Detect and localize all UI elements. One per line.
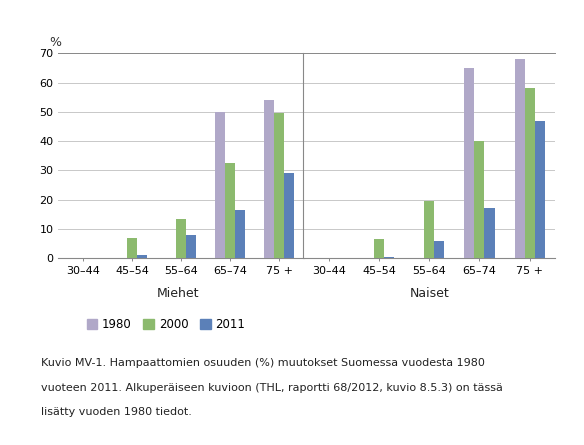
Bar bbox=[137, 255, 147, 258]
Bar bbox=[434, 241, 444, 258]
Bar bbox=[284, 173, 294, 258]
Bar bbox=[515, 59, 524, 258]
Text: Miehet: Miehet bbox=[157, 287, 199, 300]
Bar bbox=[524, 89, 535, 258]
Text: %: % bbox=[50, 36, 62, 49]
Bar bbox=[274, 113, 284, 258]
Bar bbox=[374, 239, 384, 258]
Text: vuoteen 2011. Alkuperäiseen kuvioon (THL, raportti 68/2012, kuvio 8.5.3) on täss: vuoteen 2011. Alkuperäiseen kuvioon (THL… bbox=[41, 383, 503, 392]
Bar bbox=[215, 112, 225, 258]
Bar bbox=[424, 201, 434, 258]
Text: lisätty vuoden 1980 tiedot.: lisätty vuoden 1980 tiedot. bbox=[41, 407, 192, 417]
Bar bbox=[464, 68, 474, 258]
Bar bbox=[265, 100, 274, 258]
Bar bbox=[176, 218, 186, 258]
Legend: 1980, 2000, 2011: 1980, 2000, 2011 bbox=[82, 313, 250, 336]
Bar bbox=[186, 235, 196, 258]
Bar bbox=[485, 208, 495, 258]
Bar bbox=[384, 257, 394, 258]
Bar bbox=[235, 210, 245, 258]
Bar bbox=[127, 238, 137, 258]
Text: Kuvio MV-1. Hampaattomien osuuden (%) muutokset Suomessa vuodesta 1980: Kuvio MV-1. Hampaattomien osuuden (%) mu… bbox=[41, 358, 485, 368]
Bar bbox=[535, 121, 545, 258]
Bar bbox=[225, 163, 235, 258]
Text: Naiset: Naiset bbox=[409, 287, 449, 300]
Bar bbox=[474, 141, 485, 258]
